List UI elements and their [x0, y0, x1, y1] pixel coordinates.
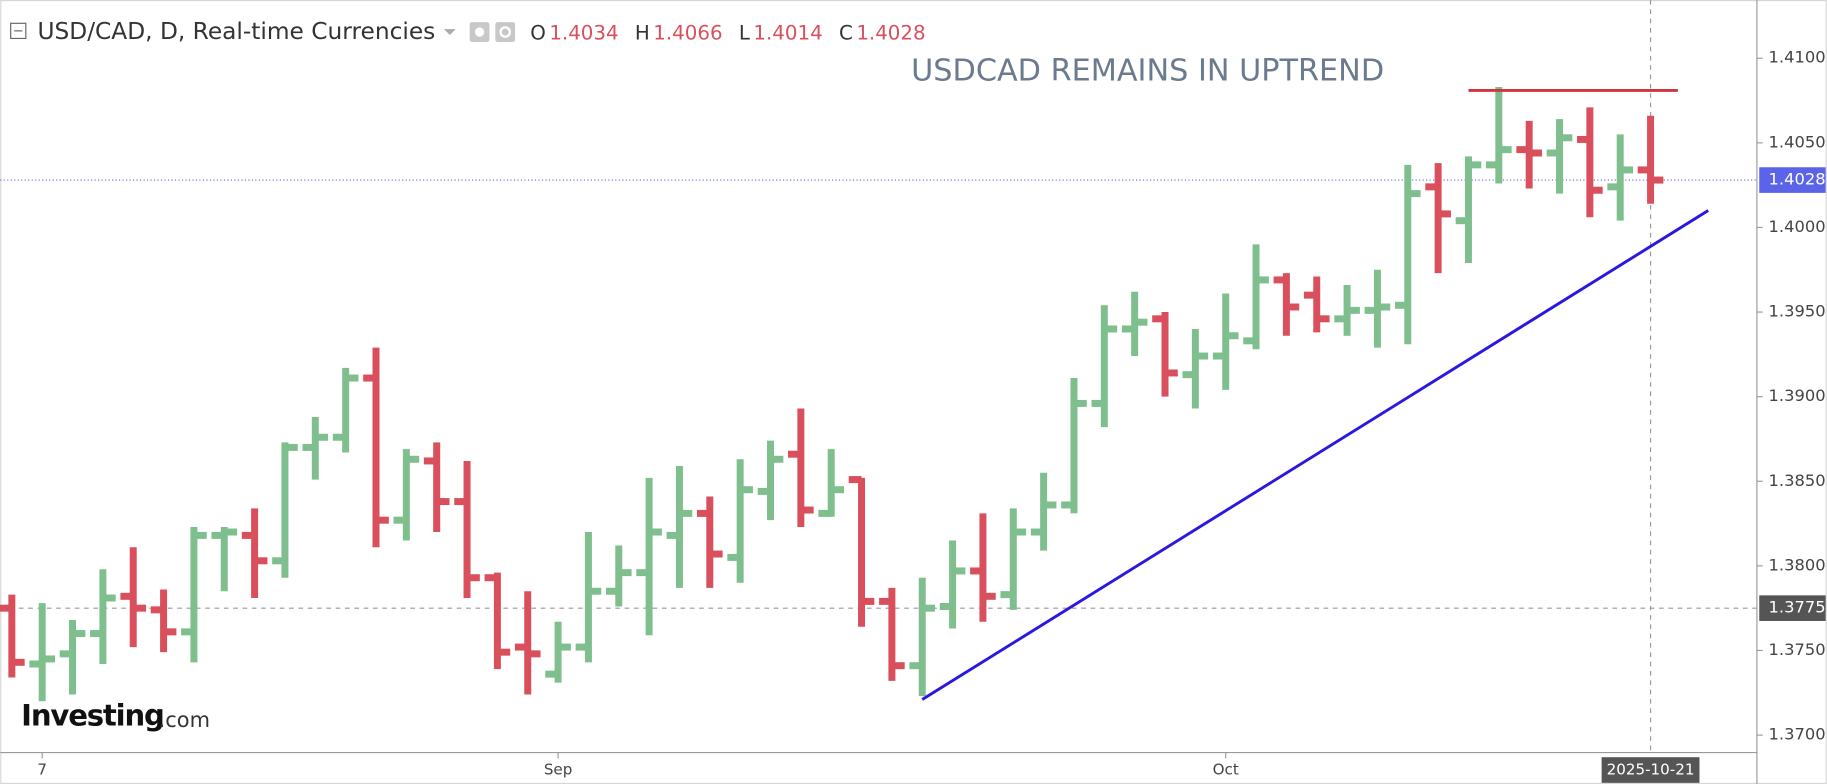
y-tick-label: 1.3900: [1769, 386, 1826, 405]
trend-line: [921, 209, 1709, 701]
ohlc-legend-value: 1.4014: [753, 21, 822, 44]
ohlc-legend-value: 1.4034: [549, 21, 618, 44]
x-tick-label: 7: [37, 761, 47, 779]
x-tick-label: Oct: [1213, 761, 1239, 779]
crosshair-date-label: 2025-10-21: [1607, 761, 1695, 779]
eye-icon: [474, 27, 485, 37]
ohlc-legend-label: O: [530, 21, 546, 44]
ohlc-legend-label: H: [635, 21, 650, 44]
symbol-title: USD/CAD, D, Real-time Currencies: [37, 18, 435, 45]
crosshair-price-label: 1.3775: [1769, 598, 1826, 617]
x-tick-label: Sep: [544, 761, 573, 779]
last-price-label: 1.4028: [1769, 170, 1826, 189]
watermark-brand: Investing: [21, 699, 164, 733]
ohlc-legend-label: L: [739, 21, 750, 44]
crosshair-price-box: [1759, 595, 1826, 621]
y-tick-label: 1.4050: [1769, 132, 1826, 151]
y-tick-label: 1.3800: [1769, 555, 1826, 574]
crosshair-date-box: [1601, 757, 1700, 783]
watermark-suffix: .com: [159, 708, 210, 732]
symbol-dropdown[interactable]: [444, 29, 456, 35]
y-tick-label: 1.3700: [1769, 725, 1826, 744]
y-tick-label: 1.3950: [1769, 302, 1826, 321]
y-tick-label: 1.3750: [1769, 640, 1826, 659]
settings-button[interactable]: [495, 22, 516, 42]
settings-icon: [499, 26, 512, 38]
y-tick-label: 1.4100: [1769, 48, 1826, 67]
y-tick-label: 1.3850: [1769, 471, 1826, 490]
ohlc-legend-value: 1.4066: [653, 21, 722, 44]
ohlc-legend-value: 1.4028: [856, 21, 925, 44]
ohlc-legend-label: C: [839, 21, 853, 44]
annotation: USDCAD REMAINS IN UPTREND: [911, 54, 1384, 89]
y-tick-label: 1.4000: [1769, 217, 1826, 236]
last-price-box: [1759, 167, 1826, 193]
